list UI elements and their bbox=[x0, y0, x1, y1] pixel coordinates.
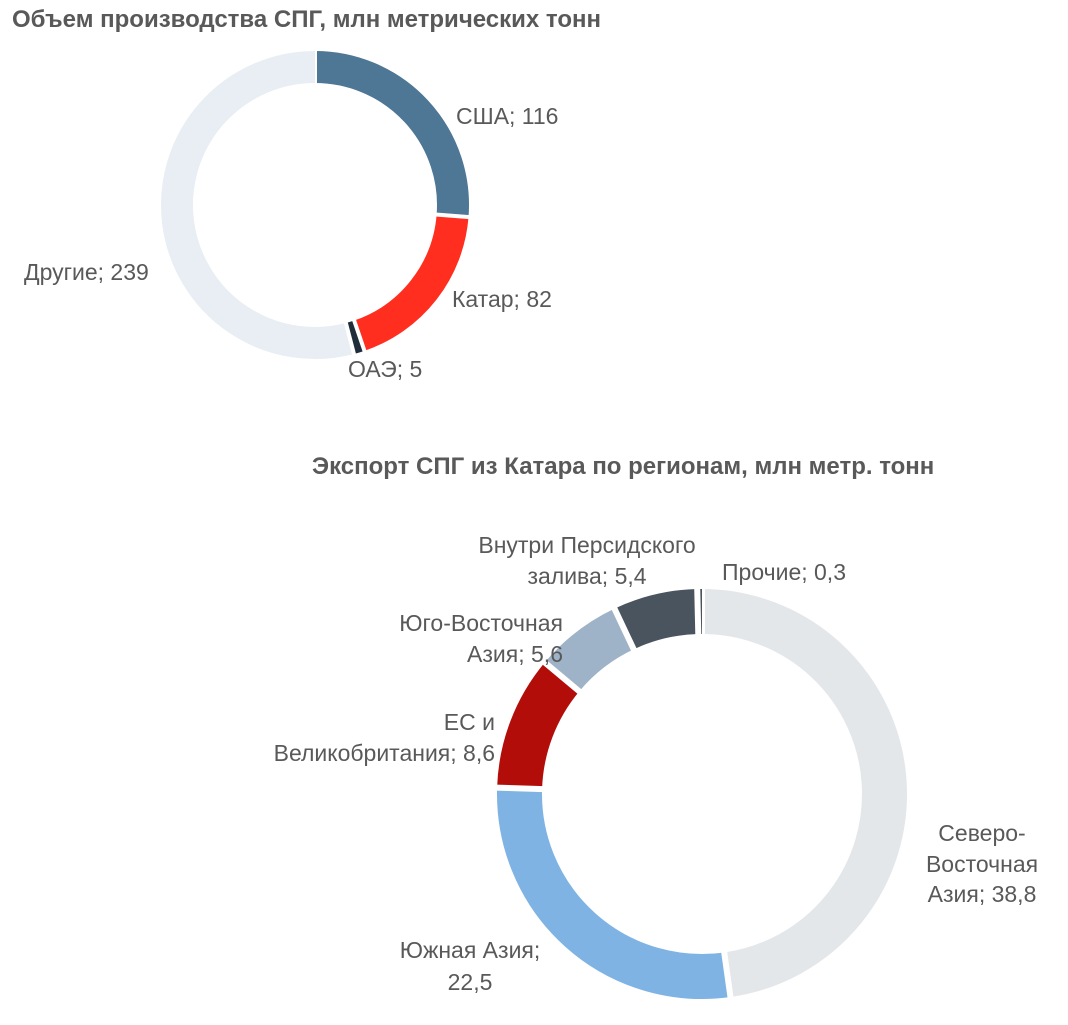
label-северо-восточная-азия: Восточная bbox=[926, 851, 1038, 877]
slice-юго-восточная-азия bbox=[544, 608, 635, 692]
slice-separator bbox=[343, 321, 357, 356]
slice-separator bbox=[496, 784, 544, 793]
label-прочие: Прочие; 0,3 bbox=[722, 559, 846, 585]
label-ес-и-великобритания: Великобритания; 8,6 bbox=[274, 740, 495, 766]
donut-production: США; 116 Катар; 82 ОАЭ; 5 Другие; 239 bbox=[24, 50, 558, 382]
label-южная-азия: Южная Азия; bbox=[400, 937, 541, 963]
slice-внутри-персидского-залива bbox=[614, 589, 699, 650]
slice-южная-азия bbox=[497, 787, 731, 999]
label-другие: Другие; 239 bbox=[24, 259, 149, 285]
label-южная-азия: 22,5 bbox=[448, 969, 493, 995]
slice-separator bbox=[694, 587, 702, 636]
slice-сша bbox=[314, 51, 469, 218]
label-внутри-персидского-залива: Внутри Персидского bbox=[478, 532, 695, 558]
donut-qatar-export: Северо- Восточная Азия; 38,8 Южная Азия; 22,… bbox=[274, 532, 1038, 999]
slice-катар bbox=[353, 214, 469, 351]
label-ес-и-великобритания: ЕС и bbox=[444, 709, 495, 735]
slice-separator bbox=[435, 212, 470, 220]
chart-title-production: Объем производства СПГ, млн метрических … bbox=[12, 6, 601, 33]
label-оаэ: ОАЭ; 5 bbox=[348, 356, 422, 382]
slice-северо-восточная-азия bbox=[701, 589, 907, 998]
label-северо-восточная-азия: Азия; 38,8 bbox=[928, 881, 1037, 907]
slice-separator bbox=[351, 318, 367, 353]
slice-separator bbox=[542, 659, 582, 695]
label-северо-восточная-азия: Северо- bbox=[938, 820, 1025, 846]
label-сша: США; 116 bbox=[456, 103, 558, 129]
slice-ес-и-великобритания bbox=[497, 662, 580, 790]
chart-title-qatar-export: Экспорт СПГ из Катара по регионам, млн м… bbox=[312, 453, 935, 480]
label-внутри-персидского-залива: залива; 5,4 bbox=[527, 563, 646, 589]
label-юго-восточная-азия: Юго-Восточная bbox=[399, 610, 563, 636]
slice-separator bbox=[721, 951, 734, 999]
slice-другие bbox=[161, 51, 354, 359]
label-юго-восточная-азия: Азия; 5,6 bbox=[467, 641, 563, 667]
label-катар: Катар; 82 bbox=[452, 286, 552, 312]
slice-separator bbox=[611, 606, 637, 652]
